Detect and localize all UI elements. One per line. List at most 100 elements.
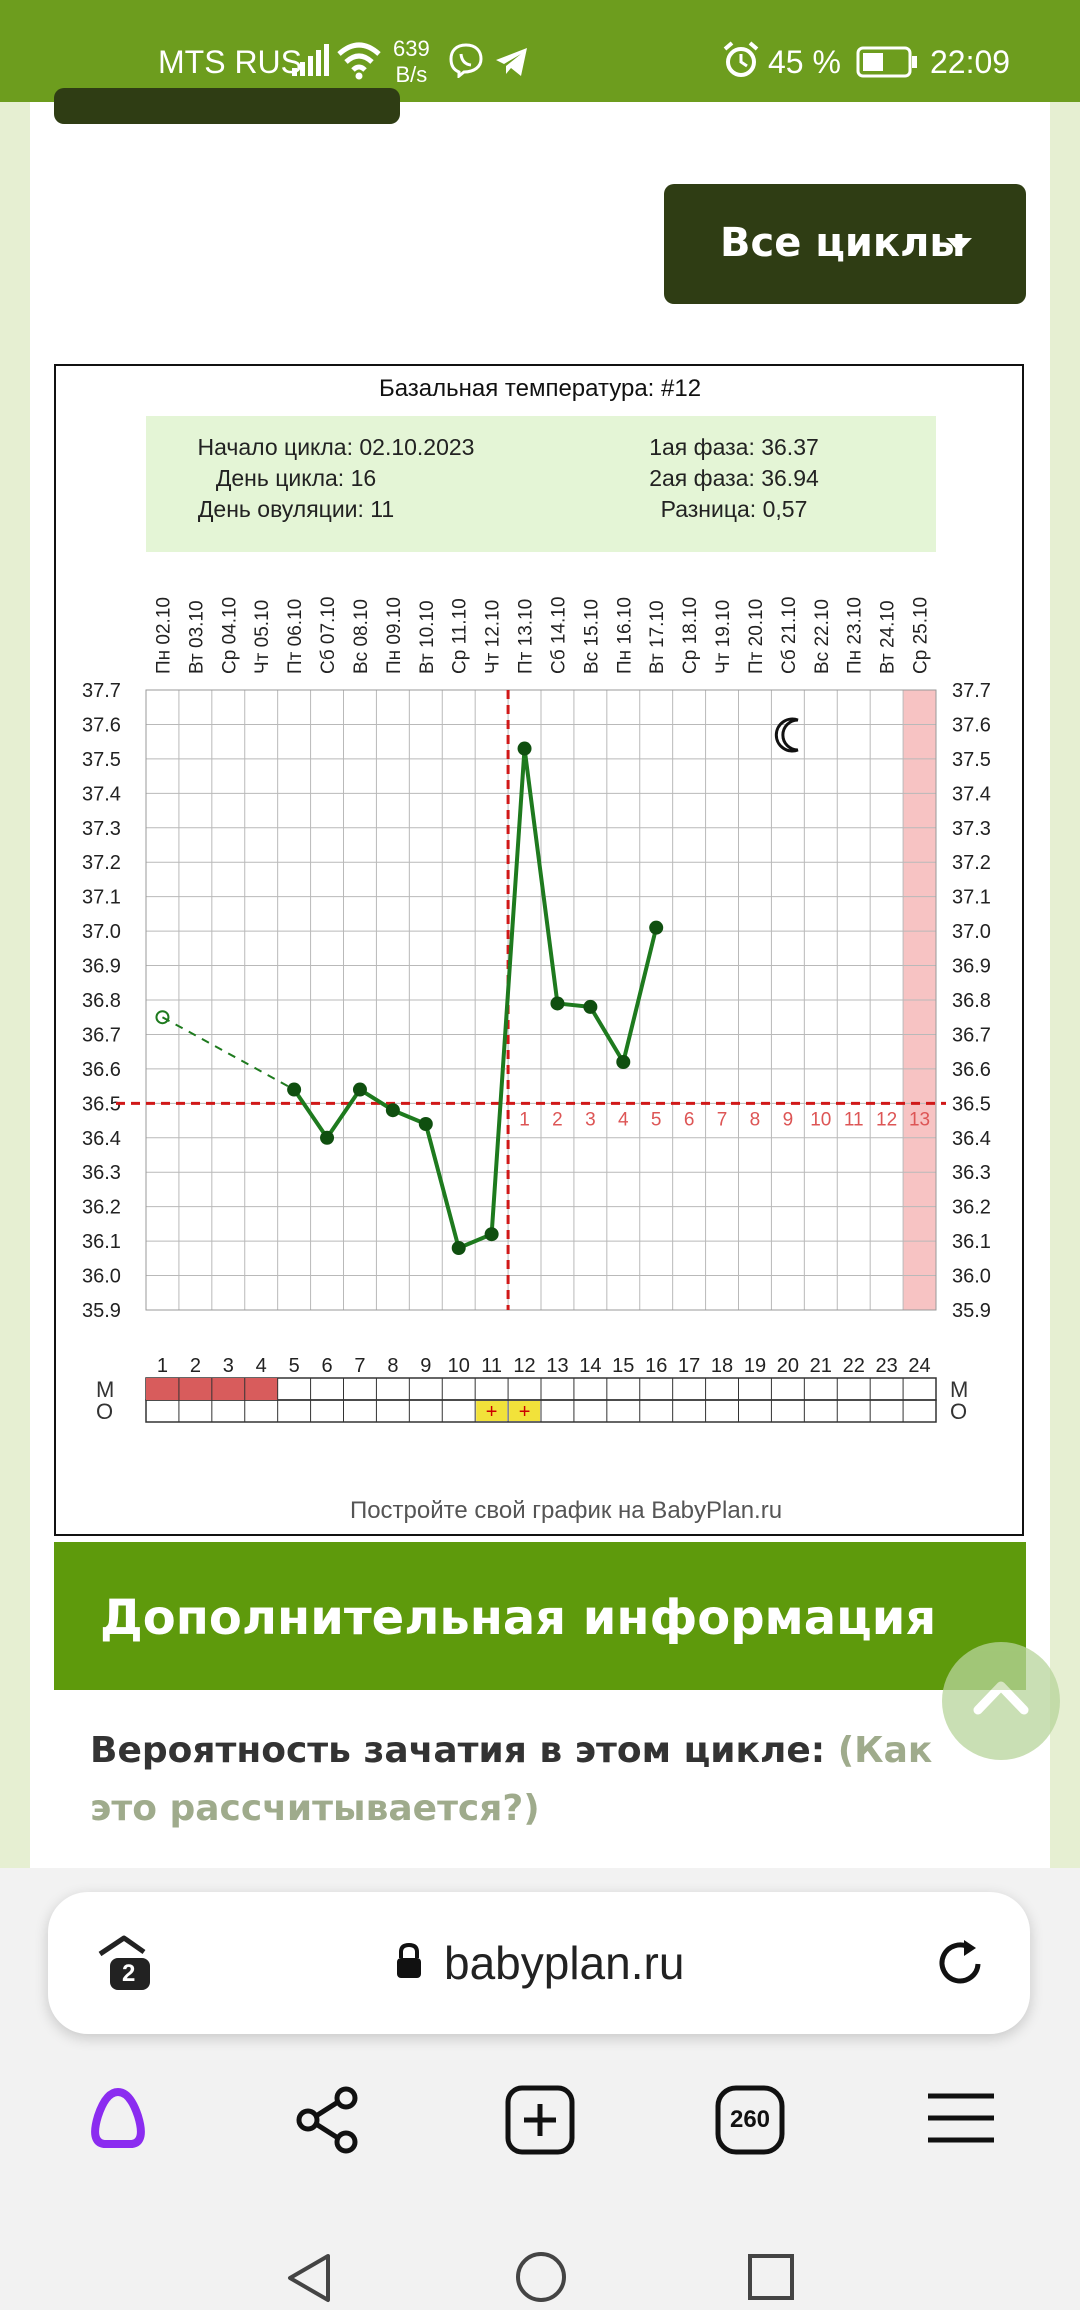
intercourse-mark: +: [519, 1401, 531, 1423]
date-label: Ср 11.10: [450, 598, 471, 674]
y-tick-label-left: 36.9: [82, 956, 121, 978]
y-tick-label-left: 37.5: [82, 749, 121, 771]
day-number-label: 19: [744, 1355, 766, 1377]
temperature-point[interactable]: [484, 1227, 499, 1242]
temperature-point[interactable]: [385, 1103, 400, 1118]
temperature-point[interactable]: [616, 1055, 631, 1069]
battery-percent: 45 %: [768, 44, 841, 80]
date-label: Пт 13.10: [516, 599, 537, 674]
chart-footer[interactable]: Постройте свой график на BabyPlan.ru: [350, 1497, 782, 1524]
chart-svg: Базальная температура: #12 Начало цикла:…: [82, 375, 991, 1524]
day-number-label: 2: [190, 1355, 201, 1377]
previous-button-edge[interactable]: [54, 88, 400, 124]
net-speed-unit: B/s: [395, 62, 428, 87]
date-label: Ср 18.10: [680, 597, 701, 674]
day-number-label: 18: [711, 1355, 733, 1377]
recents-nav-icon[interactable]: [746, 2252, 796, 2302]
date-label: Чт 05.10: [252, 600, 273, 674]
temperature-point[interactable]: [550, 996, 565, 1011]
date-label: Пн 02.10: [153, 597, 174, 674]
probability-link[interactable]: (Как это рассчитывается?): [90, 1730, 933, 1829]
temperature-point[interactable]: [583, 999, 598, 1014]
additional-info-banner: Дополнительная информация: [54, 1542, 1026, 1690]
y-tick-label-left: 36.8: [82, 990, 121, 1012]
day-number-label: 6: [321, 1355, 332, 1377]
y-tick-label-right: 36.9: [952, 956, 991, 978]
y-tick-label-right: 37.1: [952, 887, 991, 909]
day-number-label: 20: [777, 1355, 799, 1377]
scroll-top-button[interactable]: [942, 1642, 1060, 1760]
post-ovulation-day-label: 10: [810, 1109, 831, 1130]
temperature-point[interactable]: [287, 1082, 302, 1097]
new-tab-icon[interactable]: [504, 2084, 576, 2156]
cycle-start: Начало цикла: 02.10.2023: [198, 434, 475, 460]
phase2-temp: 2ая фаза: 36.94: [649, 465, 819, 491]
y-tick-label-left: 36.1: [82, 1231, 121, 1253]
page-content: Все циклы Базальная температура: #12 Нач…: [30, 88, 1060, 1868]
day-number-label: 21: [810, 1355, 832, 1377]
day-number-label: 17: [678, 1355, 700, 1377]
wifi-icon: [337, 42, 381, 80]
y-tick-label-right: 36.7: [952, 1024, 991, 1046]
y-tick-label-right: 36.3: [952, 1162, 991, 1184]
day-number-label: 15: [612, 1355, 634, 1377]
temperature-point[interactable]: [418, 1117, 433, 1131]
y-tick-label-right: 37.3: [952, 818, 991, 840]
temperature-point[interactable]: [517, 741, 532, 756]
temperature-point[interactable]: [352, 1082, 367, 1097]
y-tick-label-right: 35.9: [952, 1300, 991, 1322]
post-ovulation-day-label: 7: [717, 1109, 728, 1130]
temperature-point[interactable]: [320, 1130, 335, 1145]
day-number-label: 14: [579, 1355, 601, 1377]
row-label-o-left: О: [96, 1399, 113, 1424]
reload-icon[interactable]: [934, 1936, 988, 1990]
y-tick-label-left: 36.0: [82, 1266, 121, 1288]
day-number-label: 24: [908, 1355, 930, 1377]
back-nav-icon[interactable]: [282, 2248, 338, 2308]
bbt-chart: Базальная температура: #12 Начало цикла:…: [54, 364, 1024, 1536]
y-tick-label-left: 37.4: [82, 783, 121, 805]
day-number-label: 7: [354, 1355, 365, 1377]
tab-counter-button[interactable]: 260: [714, 2084, 786, 2156]
post-ovulation-day-label: 9: [783, 1109, 794, 1130]
y-tick-label-right: 36.2: [952, 1197, 991, 1219]
date-label: Вс 15.10: [581, 599, 602, 674]
y-tick-label-right: 37.4: [952, 783, 991, 805]
date-label: Чт 19.10: [713, 600, 734, 674]
probability-label: Вероятность зачатия в этом цикле:: [90, 1730, 826, 1771]
intercourse-mark: +: [486, 1401, 498, 1423]
carrier-label: MTS RUS: [158, 44, 302, 80]
y-tick-label-right: 36.8: [952, 990, 991, 1012]
home-nav-icon[interactable]: [514, 2250, 568, 2304]
day-number-label: 23: [876, 1355, 898, 1377]
day-number-label: 10: [448, 1355, 470, 1377]
tabs-button[interactable]: 2: [94, 1932, 156, 1994]
all-cycles-button[interactable]: Все циклы: [664, 184, 1026, 304]
temperature-line: [292, 746, 659, 1250]
post-ovulation-day-label: 13: [909, 1109, 930, 1130]
y-tick-label-left: 37.1: [82, 887, 121, 909]
menu-icon[interactable]: [924, 2088, 998, 2148]
post-ovulation-day-label: 6: [684, 1109, 695, 1130]
post-ovulation-day-label: 12: [876, 1109, 897, 1130]
alice-assistant-icon[interactable]: [84, 2086, 152, 2150]
chevron-up-icon: [973, 1681, 1029, 1715]
temperature-point[interactable]: [451, 1241, 466, 1255]
url-text: babyplan.ru: [444, 1937, 685, 1989]
info-box: [146, 416, 936, 552]
day-number-label: 12: [513, 1355, 535, 1377]
lock-icon: [397, 1942, 421, 1978]
share-icon[interactable]: [294, 2086, 362, 2154]
y-tick-label-right: 36.5: [952, 1093, 991, 1115]
menstruation-cell: [211, 1378, 245, 1400]
date-label: Пн 09.10: [384, 597, 405, 674]
tabs-count: 2: [122, 1960, 136, 1987]
browser-toolbar: 2 babyplan.ru 260: [0, 1868, 1080, 2310]
y-tick-label-left: 35.9: [82, 1300, 121, 1322]
post-ovulation-day-label: 2: [552, 1109, 563, 1130]
temperature-point[interactable]: [649, 920, 664, 935]
telegram-icon: [496, 48, 527, 76]
address-bar[interactable]: 2 babyplan.ru: [48, 1892, 1030, 2034]
y-tick-label-right: 37.6: [952, 714, 991, 736]
date-label: Ср 04.10: [219, 597, 240, 674]
